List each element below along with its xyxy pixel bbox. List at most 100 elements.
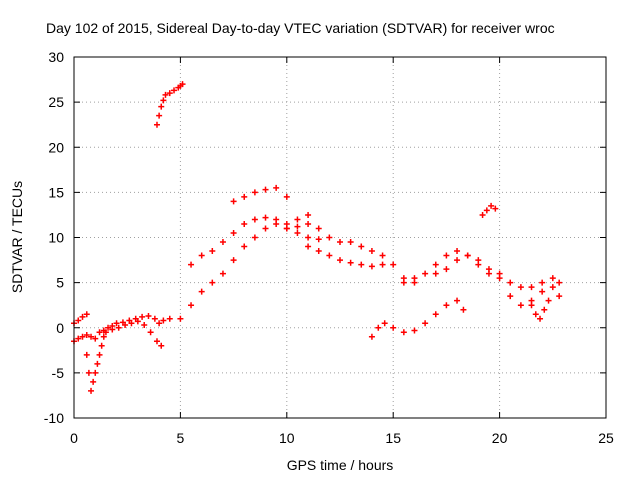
data-point — [158, 342, 165, 349]
x-axis-ticks: 0 5 10 15 20 25 — [70, 57, 614, 446]
data-point — [422, 270, 429, 277]
data-point — [411, 327, 418, 334]
data-point — [113, 320, 120, 327]
data-point — [139, 313, 146, 320]
data-point — [488, 202, 495, 209]
data-point — [273, 216, 280, 223]
data-point — [347, 259, 354, 266]
data-point — [507, 293, 514, 300]
data-point — [75, 317, 82, 324]
data-point — [262, 225, 269, 232]
data-point — [230, 257, 237, 264]
x-tick-label: 15 — [385, 430, 401, 446]
data-point — [83, 331, 90, 338]
data-point — [549, 284, 556, 291]
data-point — [379, 252, 386, 259]
data-point — [145, 313, 152, 320]
data-point — [432, 270, 439, 277]
data-point — [102, 329, 109, 336]
series-s9 — [283, 225, 418, 286]
data-point — [241, 220, 248, 227]
data-point — [443, 252, 450, 259]
data-point — [379, 261, 386, 268]
data-point — [358, 261, 365, 268]
data-point — [162, 91, 169, 98]
data-point — [400, 279, 407, 286]
data-point — [209, 248, 216, 255]
data-point — [262, 186, 269, 193]
data-point — [262, 214, 269, 221]
data-point — [528, 302, 535, 309]
y-axis-ticks: -10 -5 0 5 10 15 20 25 30 — [44, 49, 606, 426]
data-point — [545, 297, 552, 304]
data-point — [100, 333, 107, 340]
data-point — [390, 261, 397, 268]
y-tick-label: 0 — [56, 320, 64, 336]
y-tick-label: -5 — [52, 365, 65, 381]
data-point — [85, 369, 92, 376]
y-tick-label: 5 — [56, 275, 64, 291]
data-point — [179, 81, 186, 88]
data-point — [83, 311, 90, 318]
data-point — [134, 318, 141, 325]
y-tick-label: -10 — [44, 410, 64, 426]
data-point — [294, 223, 301, 230]
data-point — [294, 229, 301, 236]
data-point — [294, 216, 301, 223]
data-point — [241, 193, 248, 200]
data-point — [507, 279, 514, 286]
data-point — [166, 90, 173, 97]
series-s8 — [230, 184, 290, 205]
data-point — [556, 279, 563, 286]
data-point — [105, 324, 112, 331]
data-point — [375, 324, 382, 331]
data-point — [358, 243, 365, 250]
data-point — [90, 378, 97, 385]
data-point — [188, 261, 195, 268]
data-point — [475, 261, 482, 268]
data-point — [305, 234, 312, 241]
data-point — [539, 279, 546, 286]
data-point — [122, 322, 129, 329]
data-point — [153, 338, 160, 345]
series-s17 — [528, 297, 552, 322]
data-point — [539, 288, 546, 295]
data-point — [88, 387, 95, 394]
y-tick-label: 15 — [48, 184, 64, 200]
data-point — [219, 270, 226, 277]
data-point — [460, 306, 467, 313]
data-point — [230, 229, 237, 236]
x-tick-label: 20 — [492, 430, 508, 446]
data-point — [315, 236, 322, 243]
data-point — [432, 261, 439, 268]
series-s12 — [400, 248, 503, 286]
data-point — [96, 351, 103, 358]
data-point — [556, 293, 563, 300]
data-point — [326, 252, 333, 259]
data-point — [79, 313, 86, 320]
data-point — [517, 302, 524, 309]
data-point — [496, 275, 503, 282]
data-point — [98, 342, 105, 349]
data-point — [151, 315, 158, 322]
x-tick-label: 0 — [70, 430, 78, 446]
data-point — [400, 329, 407, 336]
data-point — [443, 266, 450, 273]
data-point — [230, 198, 237, 205]
data-point — [92, 335, 99, 342]
data-point — [283, 225, 290, 232]
y-tick-label: 20 — [48, 139, 64, 155]
data-point — [368, 248, 375, 255]
data-point — [241, 243, 248, 250]
chart-title: Day 102 of 2015, Sidereal Day-to-day VTE… — [46, 20, 555, 36]
data-point — [251, 234, 258, 241]
data-point — [75, 335, 82, 342]
data-point — [483, 207, 490, 214]
data-point — [83, 351, 90, 358]
x-axis-label: GPS time / hours — [287, 457, 394, 473]
data-point — [147, 329, 154, 336]
x-tick-label: 5 — [177, 430, 185, 446]
data-point — [109, 326, 116, 333]
